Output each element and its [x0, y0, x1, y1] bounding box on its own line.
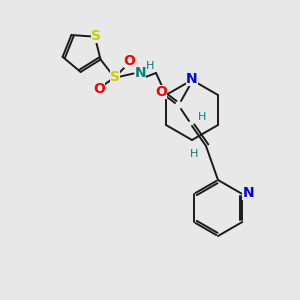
- Text: O: O: [124, 55, 136, 68]
- Text: S: S: [91, 29, 101, 43]
- Text: N: N: [135, 67, 146, 80]
- Text: O: O: [155, 85, 167, 99]
- Text: S: S: [110, 70, 119, 85]
- Text: N: N: [186, 72, 198, 86]
- Text: N: N: [242, 186, 254, 200]
- Text: O: O: [94, 82, 106, 97]
- Text: H: H: [198, 112, 206, 122]
- Text: H: H: [190, 149, 198, 159]
- Text: H: H: [146, 61, 155, 71]
